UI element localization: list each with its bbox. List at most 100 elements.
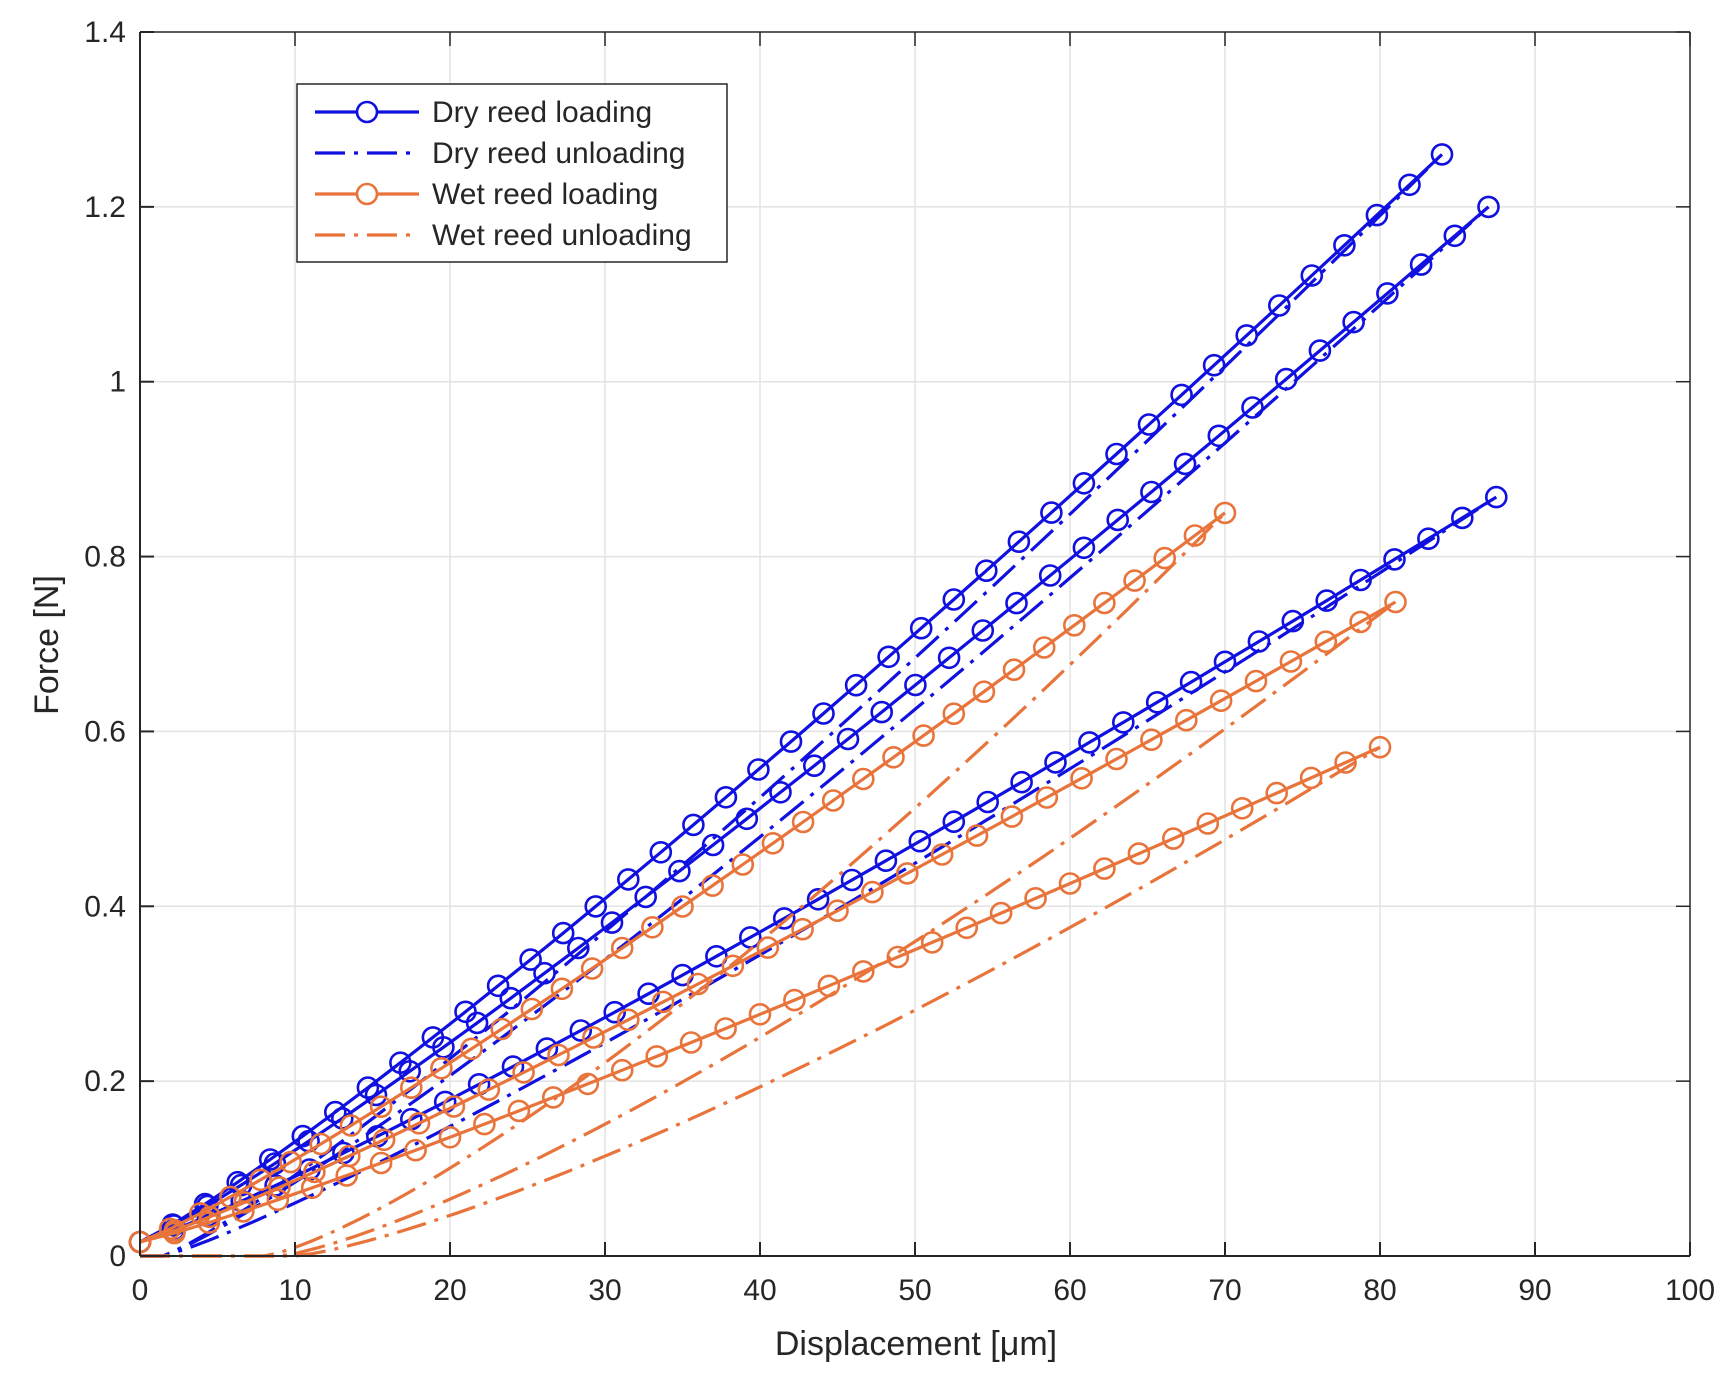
data-point-marker	[438, 1126, 462, 1149]
data-point-marker	[582, 1026, 605, 1049]
data-point-marker	[1430, 143, 1454, 166]
data-point-marker	[1383, 548, 1406, 571]
data-point-marker	[1070, 766, 1093, 790]
data-point-marker	[512, 1061, 535, 1084]
plot-series	[128, 143, 1508, 1258]
series-wet-loading-7	[128, 590, 1407, 1254]
data-point-marker	[747, 758, 770, 781]
legend-swatch-marker	[355, 182, 379, 206]
data-point-marker	[942, 588, 966, 611]
data-point-marker	[783, 988, 806, 1012]
data-point-marker	[920, 931, 944, 954]
x-tick-label: 50	[898, 1274, 931, 1307]
data-point-marker	[1175, 708, 1198, 732]
data-point-marker	[398, 1060, 422, 1083]
data-point-marker	[1078, 731, 1101, 754]
data-point-marker	[965, 824, 989, 847]
data-point-marker	[1265, 781, 1288, 805]
x-tick-label: 10	[278, 1274, 311, 1307]
data-point-marker	[671, 895, 694, 918]
loading-line	[139, 153, 1444, 1244]
data-point-marker	[989, 901, 1013, 925]
data-point-marker	[1137, 413, 1161, 436]
data-point-marker	[550, 977, 574, 1001]
data-point-marker	[1308, 339, 1332, 362]
y-tick-label: 0.2	[84, 1065, 126, 1098]
data-point-marker	[937, 646, 961, 670]
loading-line	[139, 745, 1381, 1244]
data-point-marker	[1333, 234, 1356, 257]
x-tick-label: 90	[1518, 1274, 1551, 1307]
data-point-marker	[1123, 569, 1146, 592]
data-point-marker	[600, 911, 624, 934]
unloading-line	[140, 205, 1490, 1258]
data-point-marker	[610, 1058, 634, 1082]
data-point-marker	[249, 1168, 272, 1192]
data-point-marker	[1005, 591, 1028, 615]
legend-swatch-marker	[355, 100, 379, 124]
data-point-marker	[682, 813, 705, 837]
data-point-marker	[1105, 442, 1128, 466]
y-tick-label: 1.4	[84, 16, 126, 49]
data-point-marker	[1112, 711, 1135, 734]
data-point-marker	[874, 849, 898, 873]
data-point-marker	[1162, 827, 1185, 850]
data-point-marker	[1170, 383, 1193, 407]
data-point-marker	[309, 1132, 333, 1156]
data-point-marker	[701, 874, 724, 897]
data-point-marker	[1072, 471, 1096, 495]
data-point-marker	[616, 868, 640, 891]
series-wet-unloading-11	[140, 745, 1381, 1258]
data-point-marker	[163, 1221, 186, 1245]
unloading-line	[140, 495, 1498, 1258]
data-point-marker	[1127, 842, 1151, 865]
data-point-marker	[507, 1099, 531, 1123]
data-point-marker	[1443, 224, 1467, 248]
data-point-marker	[668, 859, 691, 883]
data-point-marker	[851, 767, 875, 791]
x-tick-label: 60	[1053, 1274, 1086, 1307]
data-point-marker	[584, 895, 608, 918]
data-point-marker	[930, 843, 954, 866]
data-point-marker	[369, 1151, 393, 1175]
series-dry-unloading-4	[140, 205, 1490, 1258]
data-point-marker	[335, 1164, 359, 1187]
loading-line	[139, 205, 1490, 1244]
data-point-marker	[1451, 506, 1474, 530]
data-point-marker	[701, 833, 725, 857]
data-point-marker	[1384, 590, 1407, 614]
data-point-marker	[1010, 770, 1033, 794]
unloading-line	[140, 511, 1227, 1258]
data-point-marker	[407, 1112, 431, 1135]
data-point-marker	[1183, 524, 1207, 547]
data-point-marker	[955, 916, 979, 940]
data-point-marker	[486, 974, 510, 998]
data-point-marker	[1342, 310, 1365, 334]
data-point-marker	[1140, 728, 1163, 752]
data-point-marker	[541, 1086, 565, 1109]
legend-label: Wet reed unloading	[432, 219, 692, 252]
data-point-marker	[1279, 650, 1303, 673]
data-point-marker	[1417, 527, 1440, 551]
data-point-marker	[971, 619, 995, 642]
data-point-marker	[1299, 766, 1323, 790]
data-point-marker	[942, 702, 966, 726]
data-point-marker	[1024, 886, 1047, 910]
data-point-marker	[976, 790, 1000, 814]
data-point-marker	[1063, 613, 1086, 637]
data-point-marker	[263, 1152, 287, 1175]
data-point-marker	[551, 921, 575, 945]
series-dry-unloading-5	[140, 495, 1498, 1258]
data-point-marker	[649, 840, 673, 864]
data-point-marker	[1106, 508, 1129, 532]
data-point-marker	[1244, 669, 1268, 693]
data-point-marker	[603, 1000, 627, 1024]
data-point-marker	[1002, 658, 1026, 682]
data-point-marker	[1477, 195, 1500, 219]
data-point-marker	[1235, 324, 1258, 347]
data-point-marker	[769, 780, 792, 804]
y-tick-label: 1	[109, 366, 126, 399]
x-tick-label: 20	[433, 1274, 466, 1307]
data-point-marker	[791, 917, 814, 941]
